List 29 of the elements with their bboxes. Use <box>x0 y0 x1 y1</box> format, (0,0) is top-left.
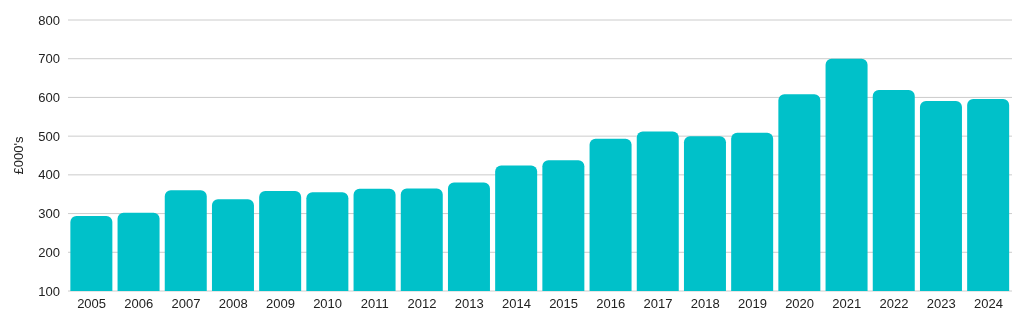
y-axis-title: £000's <box>10 136 26 175</box>
x-tick-label: 2014 <box>501 296 531 312</box>
y-tick-label: 800 <box>38 12 60 28</box>
x-tick-label: 2023 <box>926 296 956 312</box>
x-tick-label: 2019 <box>737 296 767 312</box>
x-tick-label: 2007 <box>171 296 201 312</box>
x-tick-label: 2008 <box>218 296 248 312</box>
y-tick-label: 300 <box>38 206 60 222</box>
x-tick-label: 2006 <box>124 296 154 312</box>
y-tick-label: 700 <box>38 51 60 67</box>
x-tick-label: 2012 <box>407 296 437 312</box>
x-tick-label: 2017 <box>643 296 673 312</box>
y-tick-label: 500 <box>38 128 60 144</box>
x-tick-label: 2013 <box>454 296 484 312</box>
x-tick-label: 2010 <box>313 296 343 312</box>
y-tick-label: 200 <box>38 244 60 260</box>
x-tick-label: 2022 <box>879 296 909 312</box>
x-tick-label: 2024 <box>973 296 1003 312</box>
y-tick-label: 400 <box>38 167 60 183</box>
x-tick-label: 2009 <box>265 296 295 312</box>
x-tick-label: 2011 <box>360 296 389 312</box>
x-tick-label: 2018 <box>690 296 720 312</box>
x-tick-label: 2016 <box>596 296 626 312</box>
x-tick-label: 2005 <box>77 296 107 312</box>
x-tick-label: 2021 <box>832 296 862 312</box>
x-tick-label: 2015 <box>549 296 579 312</box>
y-tick-label: 600 <box>38 90 60 106</box>
x-tick-label: 2020 <box>785 296 815 312</box>
y-tick-label: 100 <box>38 283 60 299</box>
